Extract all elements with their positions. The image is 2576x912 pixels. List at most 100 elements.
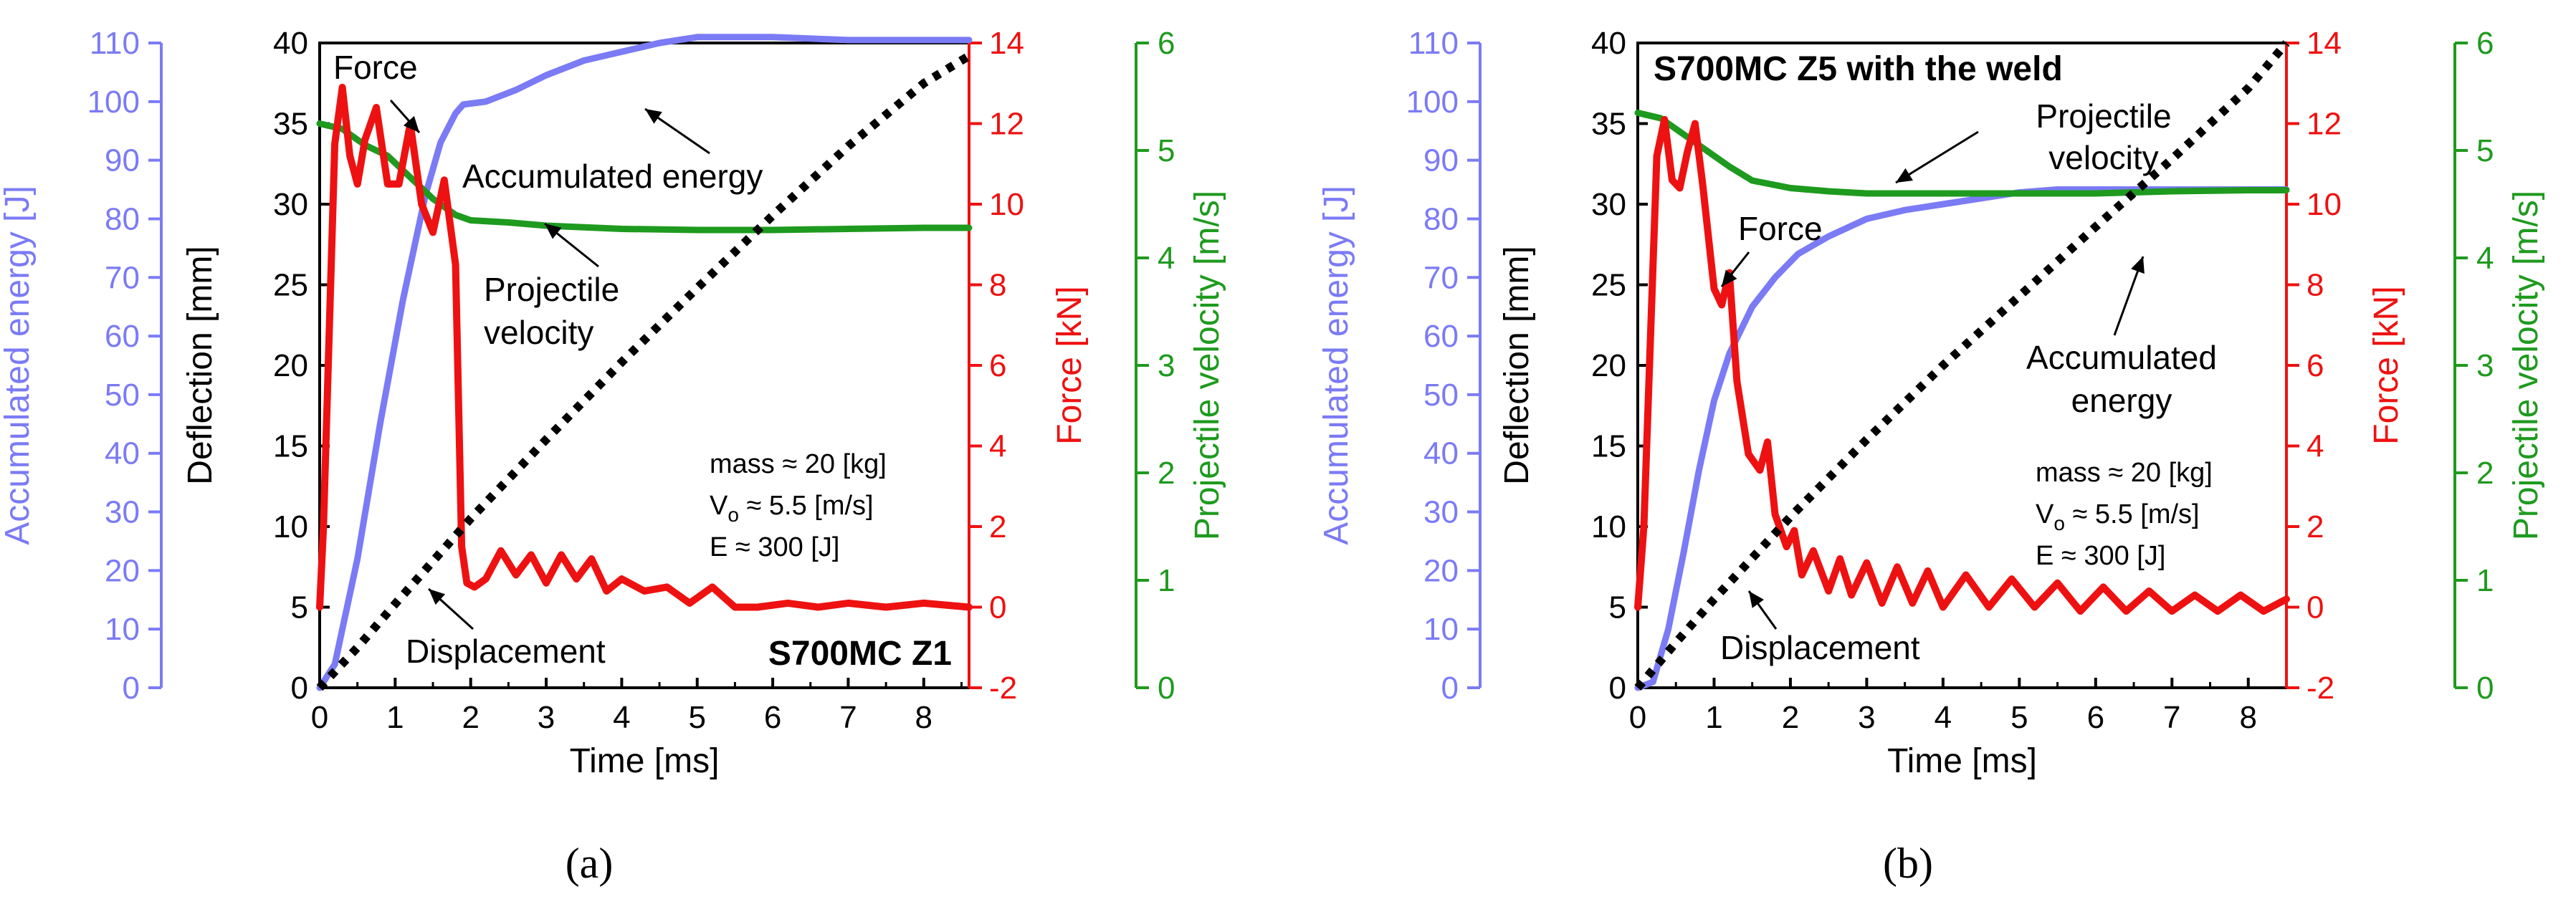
velocity-tick-label: 5 <box>2476 133 2494 168</box>
info-velocity-subscript: o <box>2053 512 2065 534</box>
force-tick-label: 8 <box>989 268 1006 303</box>
x-tick-label: 0 <box>311 700 328 735</box>
velocity-tick-label: 5 <box>1158 133 1175 168</box>
energy-tick-label: 100 <box>1406 85 1459 120</box>
deflection-axis-title: Deflection [mm] <box>1498 246 1536 484</box>
panel-label: (b) <box>1883 840 1933 887</box>
velocity-tick-label: 1 <box>1158 563 1175 598</box>
panel-label: (a) <box>566 840 614 887</box>
x-tick-label: 5 <box>2010 700 2028 735</box>
energy-tick-label: 70 <box>1423 260 1459 295</box>
x-tick-label: 8 <box>915 700 932 735</box>
energy-tick-label: 60 <box>105 319 140 354</box>
energy-tick-label: 20 <box>1423 553 1459 588</box>
info-energy: E ≈ 300 [J] <box>710 532 839 562</box>
displacement-series <box>316 52 972 691</box>
deflection-tick-label: 10 <box>273 509 308 544</box>
deflection-tick-label: 40 <box>1591 26 1626 61</box>
info-velocity-value: ≈ 5.5 [m/s] <box>2065 499 2200 529</box>
velocity-tick-label: 2 <box>2476 456 2494 491</box>
x-tick-label: 3 <box>1858 700 1875 735</box>
x-tick-label: 0 <box>1629 700 1646 735</box>
energy-tick-label: 10 <box>1423 612 1459 647</box>
velocity-tick-label: 3 <box>1158 348 1175 383</box>
x-tick-label: 1 <box>386 700 404 735</box>
deflection-tick-label: 5 <box>291 590 308 625</box>
annotation-label: Force <box>1738 210 1823 247</box>
x-tick-label: 4 <box>1935 700 1952 735</box>
force-series <box>316 83 973 611</box>
velocity-tick-label: 0 <box>2476 671 2494 706</box>
energy-tick-label: 110 <box>1408 26 1459 61</box>
velocity-tick-label: 0 <box>1158 671 1175 706</box>
force-axis-title: Force [kN] <box>1051 286 1089 444</box>
annotation-label: Projectile <box>2036 97 2171 135</box>
x-axis-title: Time [ms] <box>1887 742 2037 780</box>
force-tick-label: 2 <box>2307 509 2324 544</box>
info-mass: mass ≈ 20 [kg] <box>710 449 887 479</box>
deflection-tick-label: 25 <box>273 268 308 303</box>
x-tick-label: 4 <box>613 700 630 735</box>
force-tick-label: 12 <box>2307 107 2342 142</box>
deflection-tick-label: 15 <box>273 429 308 464</box>
deflection-tick-label: 40 <box>273 26 308 61</box>
energy-tick-label: 40 <box>105 436 140 471</box>
annotation-label: Projectile <box>484 271 619 308</box>
force-tick-label: 0 <box>2307 590 2324 625</box>
energy-tick-label: 0 <box>123 671 140 706</box>
x-tick-label: 6 <box>2087 700 2104 735</box>
energy-tick-label: 80 <box>105 201 140 236</box>
deflection-tick-label: 15 <box>1591 429 1626 464</box>
energy-tick-label: 100 <box>87 85 140 120</box>
force-series <box>1634 115 2290 615</box>
force-tick-label: 4 <box>989 429 1006 464</box>
velocity-tick-label: 4 <box>1158 241 1175 276</box>
info-velocity: Vo ≈ 5.5 [m/s] <box>2036 499 2200 534</box>
velocity-series <box>316 120 973 234</box>
annotation-label: Displacement <box>1720 629 1920 666</box>
deflection-tick-label: 5 <box>1609 590 1626 625</box>
deflection-tick-label: 0 <box>291 671 308 706</box>
x-axis-title: Time [ms] <box>570 742 720 780</box>
force-tick-label: 4 <box>2307 429 2324 464</box>
velocity-tick-label: 3 <box>2476 348 2494 383</box>
annotation-label: Accumulated energy <box>462 158 763 195</box>
force-tick-label: 8 <box>2307 268 2324 303</box>
annotation-arrowhead <box>645 109 662 124</box>
deflection-tick-label: 0 <box>1609 671 1626 706</box>
energy-tick-label: 50 <box>105 378 140 413</box>
energy-tick-label: 30 <box>105 495 140 530</box>
annotation-arrowhead <box>1749 591 1764 608</box>
x-tick-label: 7 <box>2163 700 2180 735</box>
chart-title: S700MC Z1 <box>768 635 952 673</box>
energy-tick-label: 30 <box>1423 495 1459 530</box>
energy-tick-label: 80 <box>1423 201 1459 236</box>
energy-series <box>316 34 973 691</box>
displacement-series <box>1634 40 2290 691</box>
force-tick-label: -2 <box>989 671 1017 706</box>
deflection-tick-label: 25 <box>1591 268 1626 303</box>
force-axis-title: Force [kN] <box>2367 286 2405 444</box>
velocity-tick-label: 1 <box>2476 563 2494 598</box>
force-tick-label: 12 <box>989 107 1024 142</box>
velocity-axis-title: Projectile velocity [m/s] <box>1188 191 1226 540</box>
velocity-axis-title: Projectile velocity [m/s] <box>2507 191 2545 540</box>
info-velocity-subscript: o <box>728 504 739 526</box>
energy-series <box>1634 186 2290 691</box>
energy-tick-label: 110 <box>90 26 140 61</box>
chart-title: S700MC Z5 with the weld <box>1654 50 2063 88</box>
force-tick-label: 0 <box>989 590 1006 625</box>
annotation-label: energy <box>2071 382 2172 419</box>
x-tick-label: 5 <box>689 700 706 735</box>
info-velocity-value: ≈ 5.5 [m/s] <box>739 491 874 521</box>
annotation-label: Accumulated <box>2026 339 2217 376</box>
energy-tick-label: 70 <box>105 260 140 295</box>
deflection-tick-label: 30 <box>1591 187 1626 222</box>
energy-axis-title: Accumulated energy [J] <box>1317 186 1355 545</box>
annotation-label: Force <box>333 49 418 86</box>
annotation-arrowhead <box>429 589 446 605</box>
velocity-tick-label: 6 <box>2476 26 2494 61</box>
force-tick-label: -2 <box>2307 671 2334 706</box>
